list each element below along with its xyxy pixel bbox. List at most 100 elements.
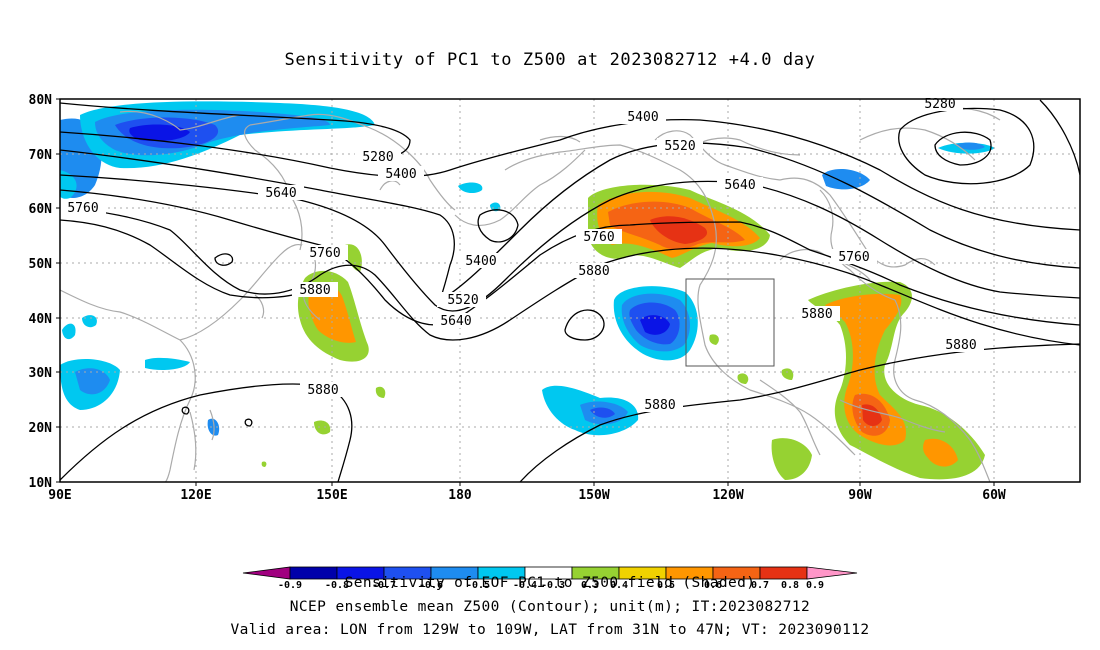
colorbar-tick-label: 0.9 — [806, 580, 824, 591]
contour-line — [60, 174, 1080, 312]
contour-label: 5880 — [299, 283, 330, 298]
contour-label: 5280 — [362, 150, 393, 165]
lon-label: 60W — [982, 488, 1006, 503]
lat-label: 30N — [29, 366, 53, 381]
contour-line — [60, 142, 1080, 302]
contour-line — [60, 189, 1080, 326]
contour-line — [60, 219, 311, 299]
contour-label: 5760 — [309, 246, 340, 261]
caption-shading: Sensitivity of EOF PC1 to Z500 field (Sh… — [344, 575, 756, 591]
neg-sensitivity-region — [955, 142, 985, 150]
pos-sensitivity-region — [345, 244, 362, 272]
lon-label: 90W — [848, 488, 872, 503]
lon-label: 180 — [448, 488, 472, 503]
contour-label: 5760 — [583, 230, 614, 245]
pos-sensitivity-region — [314, 420, 331, 435]
neg-sensitivity-region — [458, 182, 483, 194]
contour-label: 5400 — [627, 110, 658, 125]
contour-label: 5640 — [265, 186, 296, 201]
pos-sensitivity-region — [709, 334, 719, 345]
neg-sensitivity-region — [490, 202, 501, 212]
pos-sensitivity-region — [737, 373, 749, 384]
colorbar-tick-label: -0.5 — [466, 580, 490, 591]
longitude-labels: 90E 120E 150E 180 150W 120W 90W 60W — [48, 488, 1006, 503]
neg-sensitivity-region — [207, 418, 220, 436]
contour-line — [934, 131, 992, 166]
neg-sensitivity-region — [129, 124, 190, 142]
caption-valid-area: Valid area: LON from 129W to 109W, LAT f… — [230, 622, 870, 638]
lat-label: 60N — [29, 202, 53, 217]
contour-label: 5520 — [664, 139, 695, 154]
neg-sensitivity-region — [82, 315, 97, 328]
lat-label: 10N — [29, 476, 53, 491]
contour-label: 5880 — [307, 383, 338, 398]
pos-sensitivity-region — [375, 386, 386, 398]
contour-label: 5880 — [644, 398, 675, 413]
contour-line — [181, 406, 190, 415]
colorbar-tick-label: 0.6 — [704, 580, 722, 591]
pos-sensitivity-region — [308, 283, 356, 343]
contour-line — [477, 209, 519, 243]
lat-label: 80N — [29, 93, 53, 108]
colorbar-tick-label: -0.3 — [541, 580, 565, 591]
shading-layer — [60, 101, 995, 480]
lon-label: 120W — [712, 488, 743, 503]
colorbar-tick-label: 0.5 — [657, 580, 675, 591]
graticule — [60, 99, 1080, 482]
contour-line — [214, 253, 234, 266]
neg-sensitivity-region — [640, 315, 670, 335]
lon-label: 90E — [48, 488, 71, 503]
lon-label: 150E — [316, 488, 347, 503]
colorbar-tick-label: 0.8 — [781, 580, 799, 591]
z500-contours — [60, 99, 1080, 482]
contour-label: 5520 — [447, 293, 478, 308]
contour-label: 5400 — [465, 254, 496, 269]
contour-labels: 5280 5400 5520 5640 5760 5880 5280 5400 … — [60, 96, 984, 413]
valid-area-box — [685, 278, 775, 367]
contour-line — [1039, 99, 1080, 176]
contour-line — [60, 207, 1080, 346]
lat-label: 70N — [29, 148, 53, 163]
contour-label: 5640 — [440, 314, 471, 329]
lat-label: 50N — [29, 257, 53, 272]
contour-label: 5880 — [801, 307, 832, 322]
colorbar-tick-label: -0.7 — [372, 580, 396, 591]
colorbar-tick-label: 0.4 — [610, 580, 628, 591]
colorbar-tick-label: 0.7 — [751, 580, 769, 591]
lon-label: 120E — [180, 488, 211, 503]
contour-label: 5280 — [924, 97, 955, 112]
neg-sensitivity-region — [62, 323, 76, 340]
lat-label: 20N — [29, 421, 53, 436]
contour-line — [60, 119, 1080, 231]
lon-label: 150W — [578, 488, 609, 503]
colorbar-tick-label: -0.4 — [513, 580, 537, 591]
contour-line — [564, 309, 605, 341]
contour-label: 5880 — [578, 264, 609, 279]
colorbar-tick-labels: -0.9 -0.8 -0.7 -0.6 -0.5 -0.4 -0.3 0.3 0… — [278, 580, 824, 591]
contour-label: 5400 — [385, 167, 416, 182]
caption-contour: NCEP ensemble mean Z500 (Contour); unit(… — [289, 599, 811, 615]
contour-label: 5880 — [945, 338, 976, 353]
neg-sensitivity-region — [822, 168, 870, 190]
colorbar-right-arrow — [806, 566, 858, 580]
neg-sensitivity-region — [145, 357, 190, 370]
contour-line — [244, 418, 253, 427]
neg-sensitivity-region — [590, 407, 615, 418]
pos-sensitivity-region — [825, 293, 906, 446]
pos-sensitivity-region — [781, 368, 794, 380]
pos-sensitivity-region — [771, 438, 812, 480]
pos-sensitivity-region — [261, 461, 267, 467]
map-frame — [59, 98, 1081, 483]
contour-label: 5640 — [724, 178, 755, 193]
contour-label: 5760 — [67, 201, 98, 216]
contour-line — [519, 343, 1080, 482]
map-title: Sensitivity of PC1 to Z500 at 2023082712… — [284, 50, 816, 70]
colorbar-tick-label: -0.6 — [419, 580, 443, 591]
colorbar — [242, 566, 858, 580]
contour-line — [60, 102, 411, 160]
colorbar-tick-label: -0.9 — [278, 580, 302, 591]
colorbar-tick-label: 0.3 — [581, 580, 599, 591]
axis-ticks — [56, 98, 995, 486]
latitude-labels: 80N 70N 60N 50N 40N 30N 20N 10N — [29, 93, 53, 491]
